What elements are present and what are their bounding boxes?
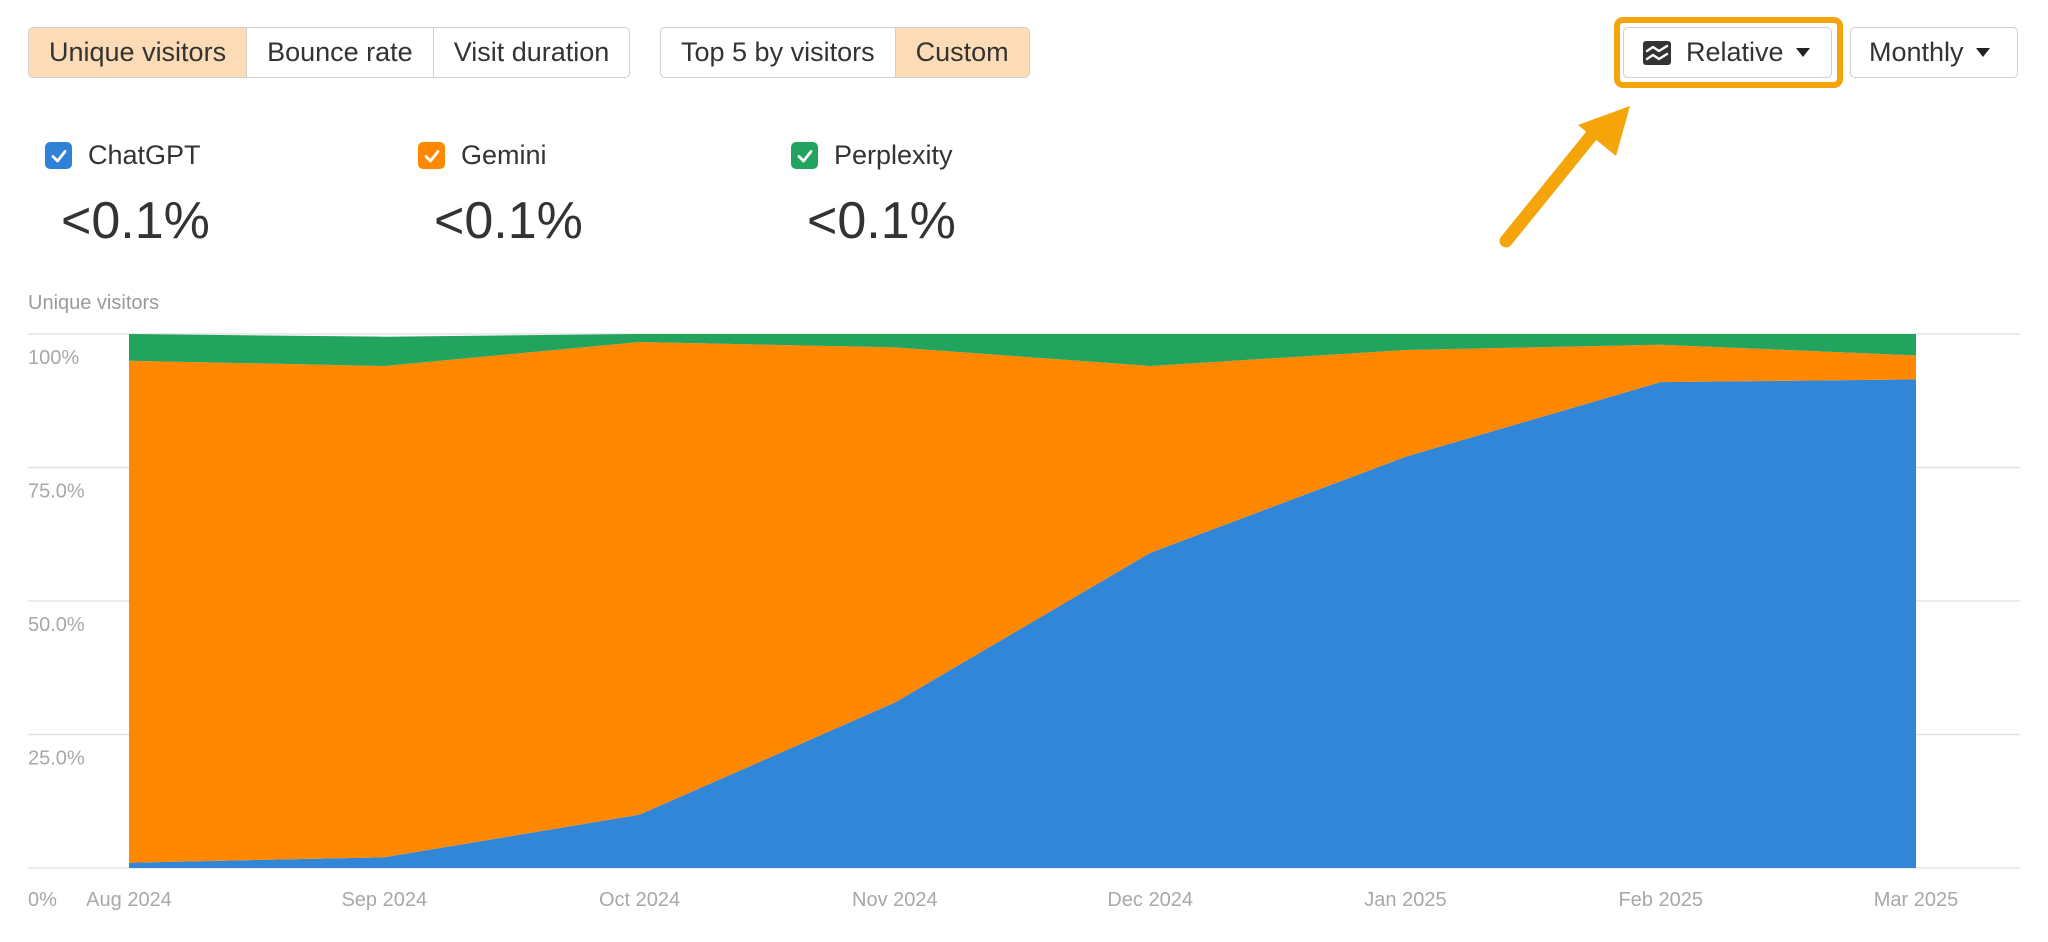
legend-label: Gemini [461, 140, 547, 170]
tab-custom[interactable]: Custom [895, 28, 1029, 77]
chevron-down-icon [1795, 48, 1810, 57]
area-gemini [129, 342, 1916, 863]
legend-item-gemini[interactable]: Gemini <0.1% [418, 140, 583, 251]
tab-visit-duration[interactable]: Visit duration [453, 37, 610, 67]
tab-bounce-rate[interactable]: Bounce rate [247, 28, 434, 77]
x-tick-label: Sep 2024 [341, 889, 427, 911]
checkbox-chatgpt[interactable] [45, 142, 72, 169]
relative-dropdown[interactable]: Relative [1623, 27, 1832, 78]
x-tick-label: Feb 2025 [1618, 889, 1703, 911]
relative-label: Relative [1686, 37, 1784, 67]
x-tick-label: Aug 2024 [86, 889, 172, 911]
checkbox-perplexity[interactable] [791, 142, 818, 169]
metric-tabs: Unique visitors Bounce rate Visit durati… [28, 27, 631, 78]
y-tick-label: 0% [28, 889, 57, 911]
y-tick-labels: 0% 25.0% 50.0% 75.0% 100% [28, 347, 85, 911]
area-perplexity [129, 334, 1916, 366]
y-tick-label: 100% [28, 347, 79, 369]
legend-value: <0.1% [434, 192, 583, 250]
x-tick-label: Oct 2024 [599, 889, 680, 911]
period-label: Monthly [1869, 37, 1964, 67]
preset-tabs: Top 5 by visitors Custom [660, 27, 1030, 78]
tab-top-5-by-visitors[interactable]: Top 5 by visitors [661, 28, 896, 77]
x-tick-label: Dec 2024 [1107, 889, 1193, 911]
area-series [129, 334, 1916, 868]
legend-value: <0.1% [807, 192, 956, 250]
area-chatgpt [129, 379, 1916, 868]
chevron-down-icon [1975, 48, 1990, 57]
tab-unique-visitors[interactable]: Unique visitors [29, 28, 248, 77]
y-tick-label: 50.0% [28, 614, 85, 636]
y-axis-title: Unique visitors [28, 292, 160, 314]
check-icon [797, 149, 812, 162]
highlight-annotation-box [1614, 17, 1843, 88]
y-tick-label: 25.0% [28, 748, 85, 770]
legend-value: <0.1% [61, 192, 210, 250]
period-dropdown[interactable]: Monthly [1850, 27, 2018, 78]
relative-chart-icon [1643, 40, 1671, 65]
checkbox-gemini[interactable] [418, 142, 445, 169]
x-tick-label: Jan 2025 [1364, 889, 1446, 911]
legend-item-perplexity[interactable]: Perplexity <0.1% [791, 140, 956, 251]
check-icon [51, 149, 66, 162]
legend-label: ChatGPT [88, 140, 201, 170]
pointer-arrow-icon [1499, 106, 1630, 248]
x-tick-labels: Aug 2024 Sep 2024 Oct 2024 Nov 2024 Dec 2024… [86, 889, 1958, 911]
x-tick-label: Nov 2024 [852, 889, 938, 911]
legend-item-chatgpt[interactable]: ChatGPT <0.1% [45, 140, 210, 251]
y-tick-label: 75.0% [28, 481, 85, 503]
x-tick-label: Mar 2025 [1874, 889, 1959, 911]
check-icon [424, 149, 439, 162]
legend-label: Perplexity [834, 140, 953, 170]
